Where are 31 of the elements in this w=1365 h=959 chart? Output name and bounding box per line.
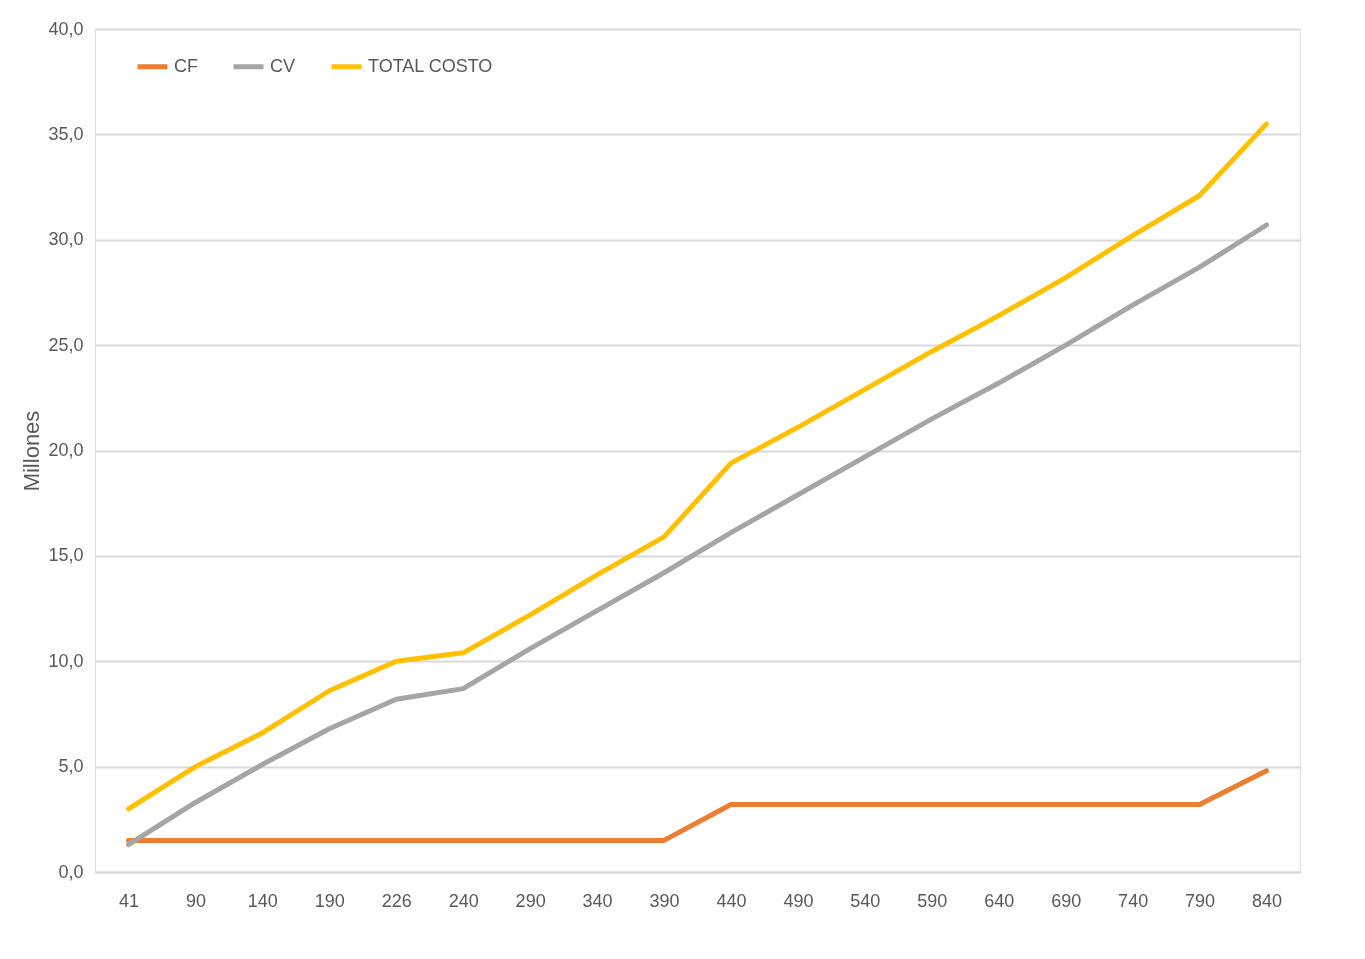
x-tick-label: 690 — [1051, 890, 1082, 911]
x-tick-label: 41 — [118, 890, 139, 911]
y-tick-label: 25,0 — [48, 334, 84, 355]
y-tick-label: 20,0 — [48, 440, 84, 460]
x-tick-label: 340 — [582, 890, 613, 911]
y-tick-label: 40,0 — [48, 18, 84, 39]
x-tick-label: 90 — [185, 890, 206, 911]
x-tick-label: 440 — [716, 890, 747, 911]
y-tick-label: 35,0 — [48, 123, 84, 144]
y-axis-title: Millones — [19, 410, 45, 492]
x-tick-label: 540 — [850, 890, 881, 911]
y-tick-label: 5,0 — [58, 756, 84, 777]
x-tick-label: 390 — [649, 890, 680, 911]
x-tick-label: 740 — [1118, 890, 1149, 911]
y-tick-label: 0,0 — [58, 861, 84, 882]
x-tick-label: 640 — [984, 890, 1015, 911]
y-tick-label: 15,0 — [48, 545, 84, 566]
y-tick-label: 10,0 — [48, 650, 84, 671]
legend-label: TOTAL COSTO — [368, 55, 493, 76]
x-tick-label: 840 — [1252, 890, 1283, 911]
x-tick-label: 590 — [917, 890, 948, 911]
x-tick-label: 490 — [783, 890, 814, 911]
x-tick-label: 790 — [1185, 890, 1216, 911]
x-tick-label: 140 — [247, 890, 278, 911]
y-tick-label: 30,0 — [48, 229, 84, 250]
legend-label: CF — [174, 55, 198, 76]
x-tick-label: 290 — [515, 890, 546, 911]
x-tick-label: 226 — [381, 890, 412, 911]
legend-label: CV — [270, 55, 296, 76]
x-tick-label: 240 — [448, 890, 479, 911]
x-tick-label: 190 — [314, 890, 345, 911]
